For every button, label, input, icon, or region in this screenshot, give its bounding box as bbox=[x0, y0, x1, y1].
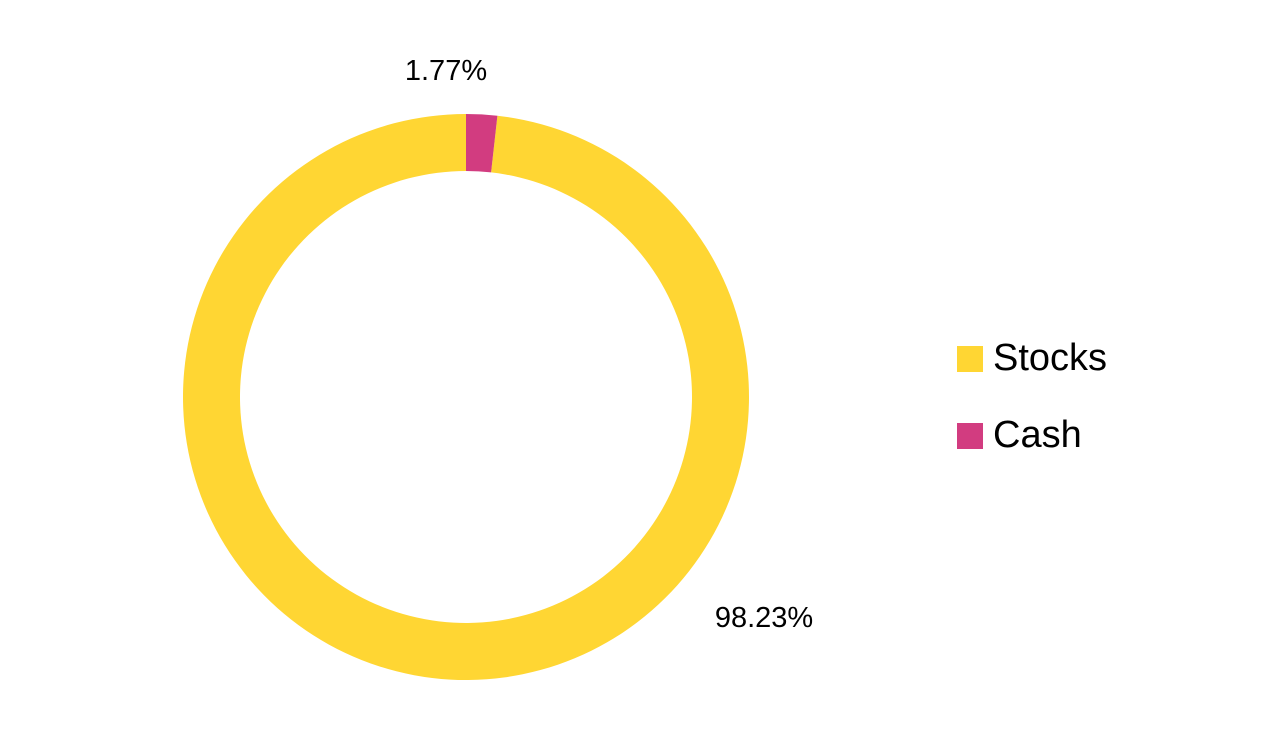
legend-item-stocks: Stocks bbox=[957, 336, 1107, 381]
legend-swatch-stocks bbox=[957, 345, 983, 372]
chart-legend: Stocks Cash bbox=[957, 336, 1107, 490]
donut-data-labels: 98.23% 1.77% bbox=[405, 55, 813, 634]
data-label-cash: 1.77% bbox=[405, 55, 487, 87]
donut-slices bbox=[182, 113, 750, 680]
legend-swatch-cash bbox=[957, 422, 983, 449]
donut-slice-cash bbox=[466, 114, 498, 173]
legend-label-cash: Cash bbox=[993, 414, 1082, 456]
legend-item-cash: Cash bbox=[957, 413, 1107, 458]
data-label-stocks: 98.23% bbox=[715, 602, 813, 634]
donut-slice-stocks bbox=[182, 113, 750, 680]
legend-label-stocks: Stocks bbox=[993, 337, 1108, 379]
